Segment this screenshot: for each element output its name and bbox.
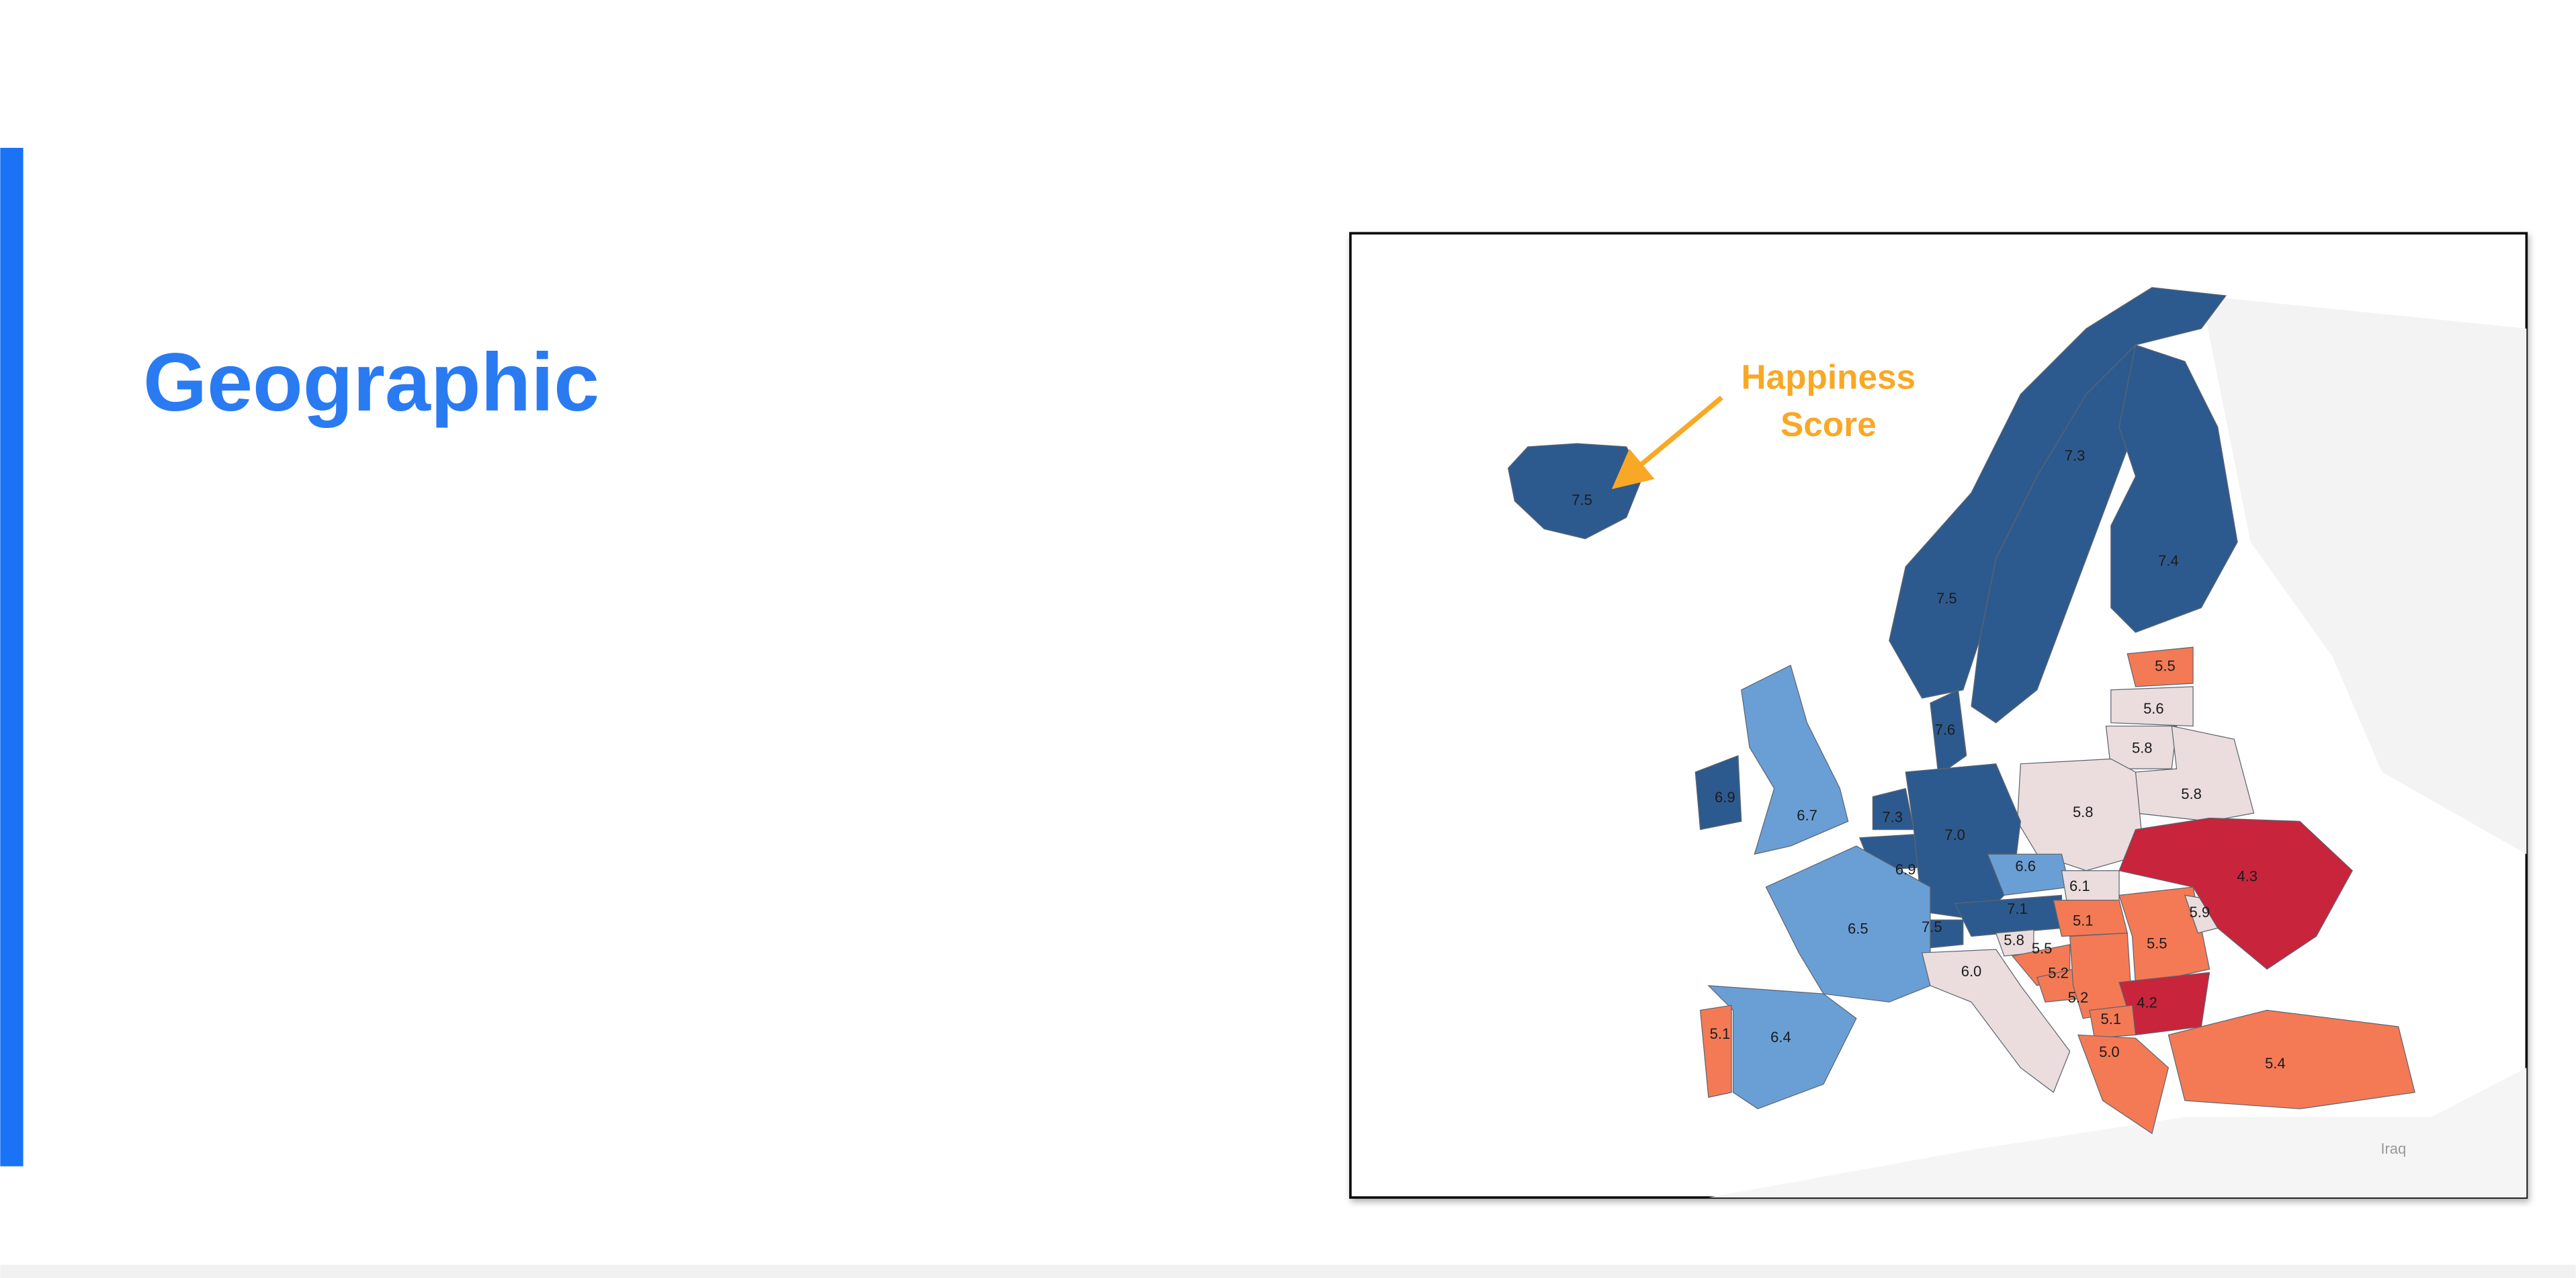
- country-score: 7.6: [1935, 722, 1956, 738]
- country-score: 7.0: [1944, 826, 1965, 843]
- country-score: 5.2: [2068, 989, 2089, 1006]
- accent-bar: [0, 148, 24, 1166]
- country-score: 6.9: [1715, 789, 1735, 806]
- country-score: 5.5: [2032, 940, 2053, 957]
- country-score: 6.9: [1895, 861, 1916, 878]
- country: [1921, 949, 2071, 1093]
- country-score: 5.5: [2155, 657, 2176, 674]
- country-score: 5.9: [2190, 904, 2210, 921]
- country-score: 7.5: [1922, 919, 1942, 935]
- slide-title: Geographic: [143, 336, 599, 428]
- annotation-text: Score: [1780, 405, 1877, 443]
- country: [1971, 343, 2137, 724]
- country: [1930, 689, 1967, 777]
- country-score: 7.5: [1936, 590, 1957, 607]
- country: [1699, 1005, 1732, 1098]
- country-score: 6.4: [1770, 1029, 1791, 1046]
- country-score: 5.8: [2004, 932, 2024, 949]
- annotation-text: Happiness: [1742, 357, 1916, 396]
- country-score: 6.6: [2015, 858, 2036, 875]
- country-score: 7.4: [2158, 552, 2179, 569]
- country: [1694, 755, 1742, 830]
- country-score: 5.0: [2099, 1043, 2120, 1060]
- country-score: 5.4: [2265, 1055, 2286, 1072]
- country-score: 5.8: [2181, 785, 2202, 802]
- country: [1707, 985, 1857, 1109]
- country: [2118, 817, 2353, 970]
- country-score: 5.8: [2073, 804, 2094, 820]
- country: [1507, 443, 1643, 540]
- country-score: 6.1: [2069, 878, 2090, 894]
- country-score: 5.1: [2073, 912, 2094, 929]
- country: [2016, 758, 2145, 871]
- country-score: 6.0: [1961, 963, 1982, 980]
- country: [2167, 1009, 2415, 1109]
- background-land: [2201, 296, 2527, 855]
- map: 7.5 7.5 7.3 7.4 7.6 5.5 5.6 5.8 5.8 5.8 6.9 6.7 7.3 6…: [1507, 287, 2527, 1198]
- country: [1889, 287, 2227, 699]
- country-score: 6.5: [1848, 921, 1869, 937]
- country: [1741, 665, 1849, 855]
- country-score: 4.2: [2137, 994, 2157, 1011]
- country: [2110, 344, 2238, 633]
- background-land: [1708, 1068, 2527, 1198]
- country: [1765, 845, 1931, 1003]
- country: [2110, 686, 2194, 727]
- country-score: 5.5: [2147, 935, 2167, 952]
- annotation-arrow: [1611, 395, 1723, 489]
- country-score: 5.8: [2132, 740, 2153, 757]
- country-score: 5.1: [2101, 1011, 2122, 1027]
- country-score: 7.5: [1572, 491, 1592, 508]
- country-score: 7.3: [2065, 447, 2086, 464]
- country-score: 5.2: [2048, 965, 2069, 982]
- country-score: 7.1: [2007, 900, 2028, 917]
- country-score: 6.7: [1797, 807, 1817, 824]
- bottom-strip: [0, 1265, 2576, 1278]
- country: [2089, 1005, 2137, 1039]
- country-score: 5.6: [2143, 700, 2164, 717]
- country: [2135, 725, 2255, 822]
- country-score: 5.1: [1710, 1025, 1731, 1042]
- place-label: Iraq: [2380, 1140, 2406, 1157]
- country: [2077, 1034, 2170, 1134]
- country: [2127, 646, 2194, 687]
- country-score: 7.3: [1882, 808, 1903, 825]
- country-score: 4.3: [2237, 867, 2258, 884]
